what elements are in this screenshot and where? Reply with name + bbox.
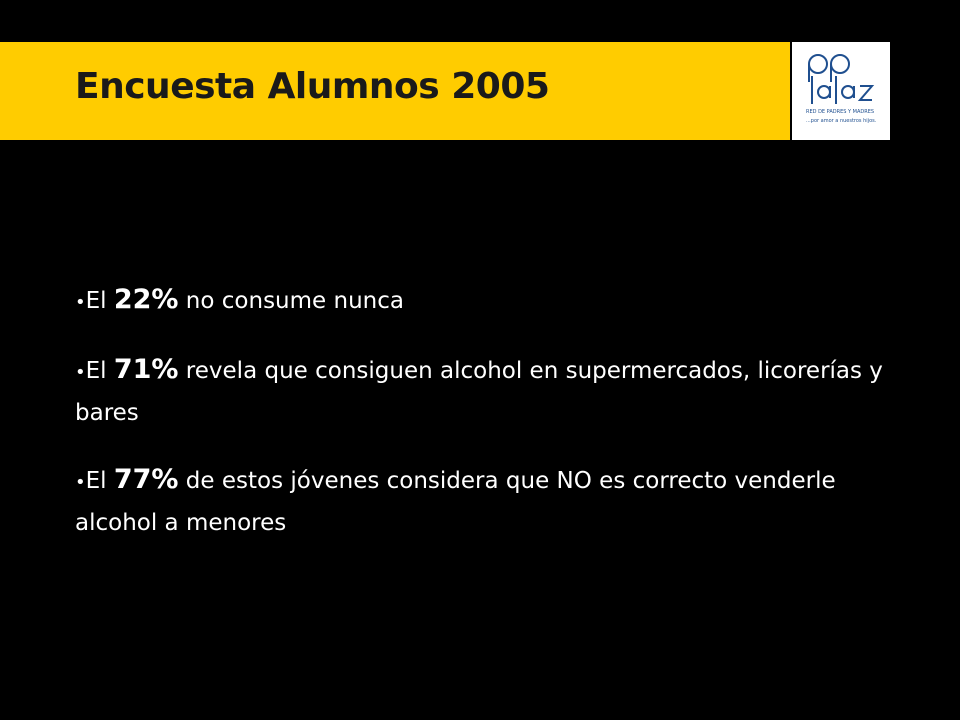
bullet-highlight: 22%: [113, 284, 179, 315]
bullet-highlight: 77%: [113, 464, 179, 495]
bullet-dot: •: [75, 362, 86, 383]
slide-title: Encuesta Alumnos 2005: [75, 66, 550, 107]
bullet-prefix: El: [85, 358, 114, 384]
logo-tagline: RED DE PADRES Y MADRES: [806, 109, 875, 115]
bullet-prefix: El: [85, 468, 114, 494]
bullet: •El 22% no consume nunca: [75, 280, 905, 323]
bullet-list: •El 22% no consume nunca •El 71% revela q…: [75, 280, 905, 570]
logo-mark: [808, 54, 875, 104]
bullet-prefix: El: [85, 288, 114, 314]
logo: RED DE PADRES Y MADRES ...por amor a nue…: [792, 42, 890, 140]
bullet-text: no consume nunca: [178, 288, 404, 314]
bullet-dot: •: [75, 292, 86, 313]
header-bar: [0, 42, 790, 140]
bullet-highlight: 71%: [113, 354, 179, 385]
bullet-text: de estos jóvenes considera que NO es cor…: [75, 468, 836, 536]
bullet: •El 77% de estos jóvenes considera que N…: [75, 460, 905, 543]
bullet: •El 71% revela que consiguen alcohol en …: [75, 350, 905, 433]
logo-motto: ...por amor a nuestros hijos.: [806, 118, 877, 124]
bullet-text: revela que consiguen alcohol en supermer…: [75, 358, 883, 426]
bullet-dot: •: [75, 472, 86, 493]
